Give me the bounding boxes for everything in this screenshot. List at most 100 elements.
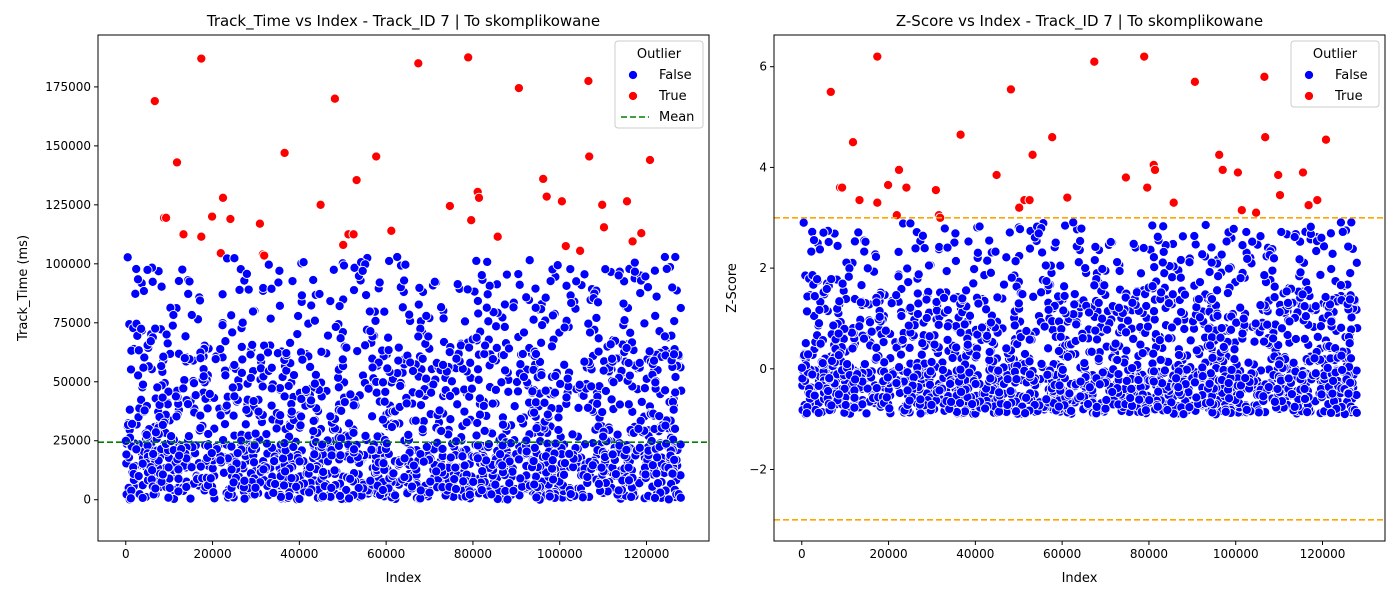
inlier-point: [217, 289, 228, 300]
inlier-point: [1335, 280, 1346, 291]
legend: Outlier False True Mean: [614, 40, 704, 129]
inlier-point: [1157, 378, 1168, 389]
inlier-point: [363, 383, 374, 394]
inlier-point: [226, 464, 237, 475]
inlier-point: [328, 264, 339, 275]
inlier-point: [921, 312, 932, 324]
inlier-point: [473, 374, 484, 385]
inlier-point: [1135, 339, 1146, 350]
inlier-point: [1191, 345, 1202, 356]
inlier-point: [296, 411, 307, 422]
inlier-point: [366, 444, 377, 455]
inlier-point: [296, 393, 307, 404]
outlier-point: [538, 173, 549, 184]
outlier-point: [584, 151, 595, 162]
inlier-point: [579, 269, 590, 280]
inlier-point: [982, 255, 993, 266]
inlier-point: [660, 420, 671, 431]
inlier-point: [296, 290, 307, 301]
inlier-point: [1002, 399, 1013, 411]
inlier-point: [1344, 294, 1356, 305]
inlier-point: [942, 305, 953, 316]
inlier-point: [167, 320, 178, 331]
inlier-point: [1001, 252, 1012, 263]
inlier-point: [842, 359, 853, 370]
inlier-point: [924, 331, 935, 342]
inlier-point: [597, 407, 608, 418]
inlier-point: [471, 430, 482, 441]
inlier-point: [669, 423, 681, 434]
inlier-point: [318, 491, 329, 502]
inlier-point: [1328, 375, 1339, 386]
inlier-point: [462, 284, 473, 295]
inlier-point: [808, 235, 820, 246]
inlier-point: [304, 487, 315, 498]
inlier-point: [1336, 322, 1347, 333]
inlier-point: [459, 460, 470, 471]
inlier-point: [334, 490, 346, 501]
inlier-point: [367, 362, 378, 373]
inlier-point: [650, 377, 661, 388]
inlier-point: [502, 494, 513, 505]
y-tick-label: 0: [83, 493, 91, 507]
inlier-point: [598, 431, 609, 442]
inlier-point: [984, 235, 995, 246]
inlier-point: [217, 320, 228, 331]
inlier-point: [521, 435, 532, 446]
inlier-point: [980, 403, 991, 414]
inlier-point: [1197, 362, 1208, 373]
inlier-point: [558, 469, 570, 480]
inlier-point: [417, 353, 428, 364]
outlier-point: [492, 231, 503, 242]
inlier-point: [855, 297, 866, 308]
inlier-point: [881, 392, 892, 403]
inlier-point: [381, 438, 392, 449]
inlier-point: [455, 340, 466, 351]
inlier-point: [924, 379, 936, 390]
inlier-point: [429, 276, 440, 287]
inlier-point: [421, 310, 432, 321]
inlier-point: [1176, 307, 1187, 318]
inlier-point: [472, 295, 483, 307]
inlier-point: [1068, 217, 1079, 228]
inlier-point: [858, 333, 870, 344]
outlier-point: [901, 182, 912, 193]
inlier-point: [266, 283, 277, 294]
inlier-point: [298, 257, 309, 268]
inlier-point: [1133, 374, 1144, 386]
inlier-point: [985, 267, 996, 278]
inlier-point: [1107, 386, 1118, 398]
inlier-point: [564, 448, 575, 459]
inlier-point: [938, 292, 950, 303]
inlier-point: [204, 388, 215, 399]
inlier-point: [1055, 331, 1066, 342]
inlier-point: [971, 350, 982, 361]
inlier-point: [173, 473, 184, 484]
outlier-point: [279, 147, 290, 158]
inlier-point: [1315, 321, 1326, 332]
inlier-point: [472, 440, 483, 451]
inlier-point: [364, 306, 375, 317]
inlier-point: [186, 462, 197, 473]
inlier-point: [917, 230, 928, 241]
inlier-point: [1320, 291, 1331, 303]
inlier-point: [237, 354, 248, 365]
inlier-point: [445, 452, 456, 463]
inlier-point: [552, 260, 563, 271]
inlier-point: [1166, 322, 1177, 333]
inlier-point: [377, 414, 388, 425]
inlier-point: [414, 282, 425, 293]
inlier-point: [612, 429, 623, 440]
inlier-point: [250, 428, 261, 439]
inlier-point: [348, 400, 359, 411]
inlier-point: [800, 338, 811, 349]
inlier-point: [243, 284, 254, 295]
inlier-point: [1173, 382, 1184, 393]
inlier-point: [1069, 299, 1080, 310]
outlier-point: [872, 197, 883, 208]
inlier-point: [1017, 289, 1028, 300]
outlier-point: [444, 200, 455, 212]
inlier-point: [445, 414, 456, 425]
inlier-point: [326, 450, 337, 461]
